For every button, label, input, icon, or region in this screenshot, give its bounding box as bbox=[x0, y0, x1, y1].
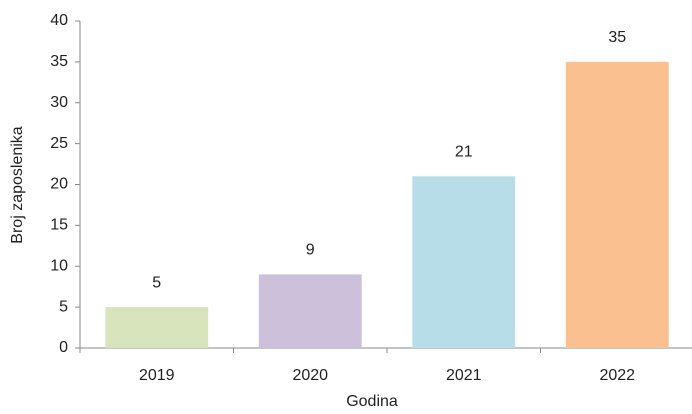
x-tick-label: 2020 bbox=[292, 367, 328, 384]
y-tick-label: 10 bbox=[50, 257, 68, 274]
y-tick-label: 5 bbox=[59, 298, 68, 315]
bar bbox=[105, 307, 209, 348]
bar bbox=[258, 274, 362, 348]
data-label: 35 bbox=[608, 29, 626, 46]
data-label: 5 bbox=[152, 274, 161, 291]
y-tick-label: 20 bbox=[50, 176, 68, 193]
y-tick-label: 25 bbox=[50, 135, 68, 152]
x-axis-title: Godina bbox=[346, 393, 398, 410]
bar bbox=[412, 176, 516, 348]
y-tick-label: 30 bbox=[50, 94, 68, 111]
y-axis-title: Broj zaposlenika bbox=[9, 126, 26, 244]
data-label: 9 bbox=[306, 242, 315, 259]
bar bbox=[565, 61, 669, 348]
y-tick-label: 15 bbox=[50, 217, 68, 234]
y-tick-label: 40 bbox=[50, 12, 68, 29]
y-tick-label: 35 bbox=[50, 53, 68, 70]
data-label: 21 bbox=[455, 144, 473, 161]
x-tick-label: 2021 bbox=[446, 367, 482, 384]
x-tick-label: 2019 bbox=[139, 367, 175, 384]
x-tick-label: 2022 bbox=[599, 367, 635, 384]
y-tick-label: 0 bbox=[59, 339, 68, 356]
